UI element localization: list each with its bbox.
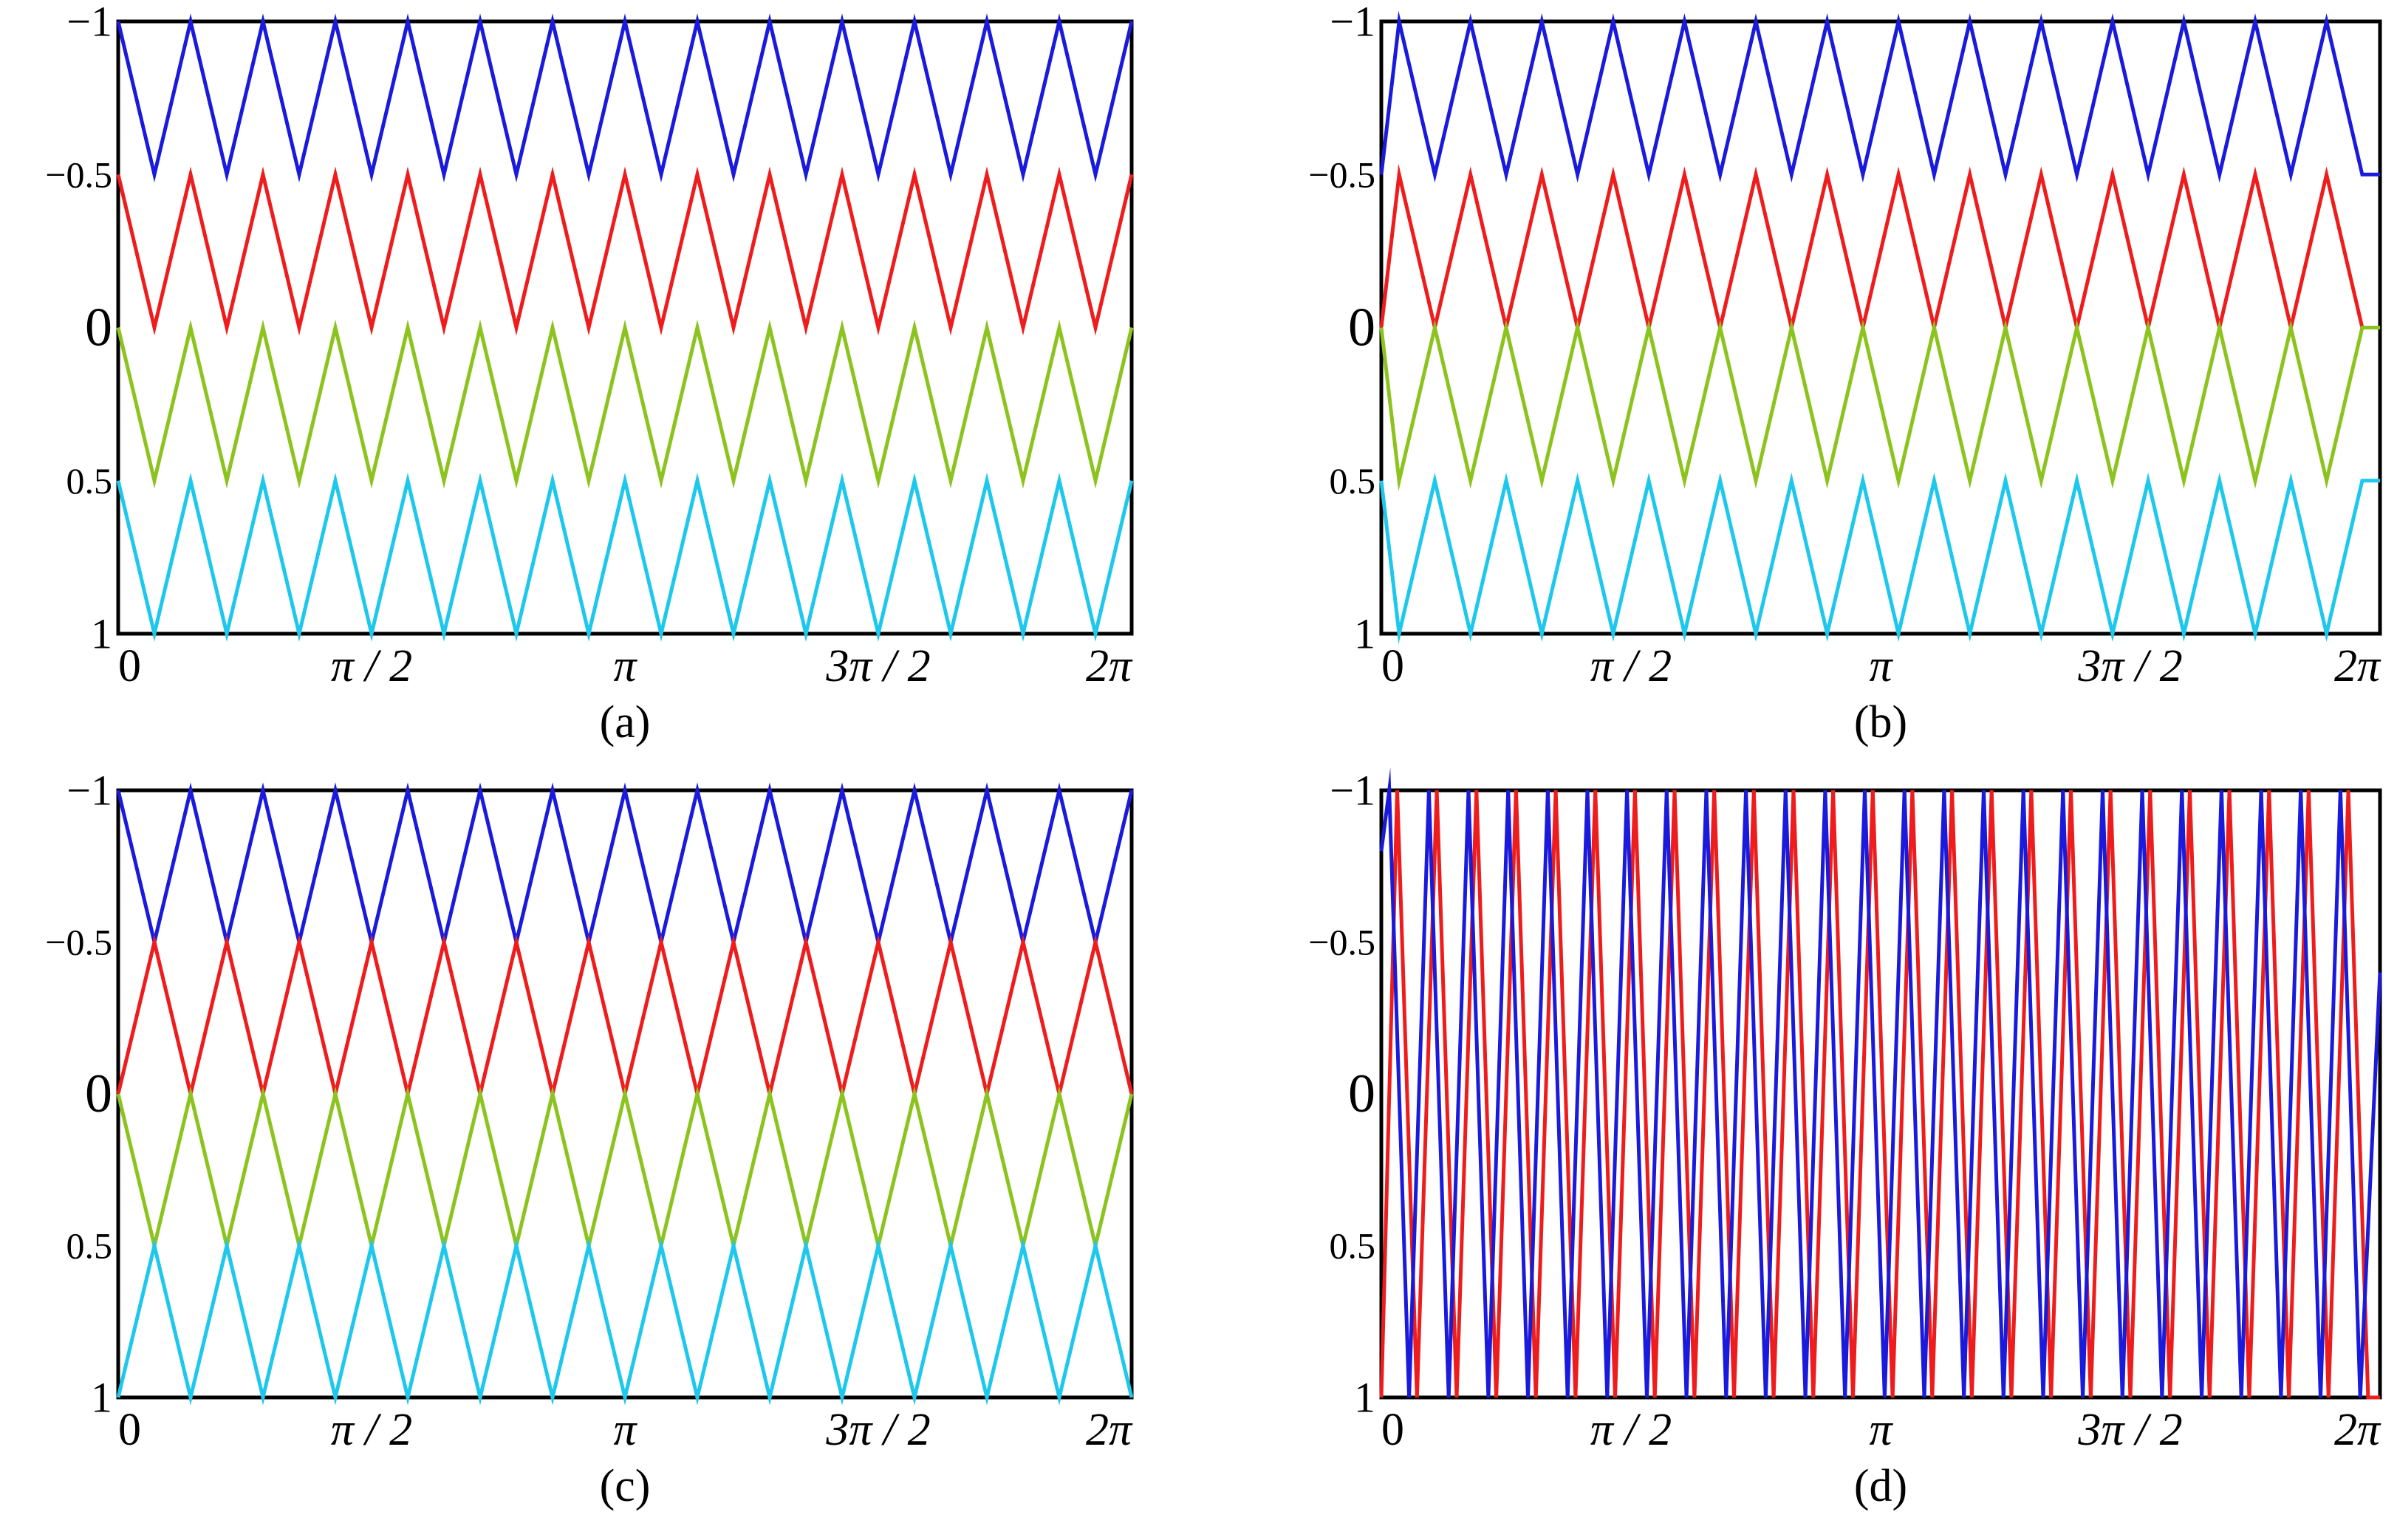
panel-a: −1−0.500.510 π / 2 π 3π / 2 2π(a): [45, 0, 1134, 747]
series-line-4: [1379, 472, 2380, 645]
y-tick-label: −1: [1330, 0, 1375, 46]
series-line-2: [1379, 767, 2382, 1398]
plot-frame: [1379, 788, 2382, 1400]
y-tick-label: −1: [66, 0, 112, 46]
series-line-4: [116, 1237, 1134, 1406]
series-line-2: [1379, 163, 2380, 336]
y-tick-label: 1: [91, 610, 112, 658]
series-line-1: [1379, 10, 2380, 183]
x-tick-label: 2π: [1086, 1405, 1133, 1455]
x-tick-label: π / 2: [1590, 1405, 1672, 1455]
y-tick-label: 0.5: [66, 1225, 113, 1267]
y-tick-label: −0.5: [45, 154, 112, 195]
panel-c: −1−0.500.510 π / 2 π 3π / 2 2π(c): [45, 767, 1134, 1511]
panel-caption: (c): [600, 1461, 651, 1511]
series-line-3: [116, 1086, 1134, 1254]
y-tick-label: 1: [1354, 1374, 1375, 1422]
x-tick-label: π: [613, 641, 637, 691]
x-tick-label: 0: [1381, 1405, 1404, 1455]
panel-b: −1−0.500.510 π / 2 π 3π / 2 2π(b): [1308, 0, 2382, 747]
y-tick-label: 0.5: [1330, 460, 1376, 502]
y-tick-label: 1: [91, 1374, 112, 1422]
series-line-2: [116, 166, 1134, 336]
x-tick-label: 3π / 2: [825, 641, 930, 691]
x-tick-label: π: [1869, 641, 1893, 691]
y-tick-label: −1: [66, 767, 112, 815]
panel-caption: (b): [1854, 697, 1907, 747]
x-tick-label: 2π: [1086, 641, 1133, 691]
panel-d: −1−0.500.510 π / 2 π 3π / 2 2π(d): [1308, 767, 2382, 1511]
x-tick-label: 3π / 2: [825, 1405, 930, 1455]
y-tick-label: −1: [1330, 767, 1375, 815]
x-tick-label: 0: [1381, 641, 1404, 691]
series-line-1: [116, 782, 1134, 951]
series-line-4: [116, 472, 1134, 642]
y-tick-label: −0.5: [45, 922, 112, 963]
y-tick-label: 0: [1348, 298, 1375, 358]
y-tick-label: −0.5: [1308, 154, 1375, 195]
x-tick-label: π / 2: [331, 1405, 412, 1455]
y-tick-label: 0: [85, 1064, 112, 1124]
y-tick-label: 0: [1348, 1064, 1375, 1124]
x-tick-label: π: [613, 1405, 637, 1455]
x-tick-label: π / 2: [331, 641, 412, 691]
panel-caption: (a): [600, 697, 651, 747]
y-tick-label: −0.5: [1308, 922, 1375, 963]
series-line-3: [1379, 319, 2380, 492]
series-line-1: [116, 13, 1134, 183]
x-tick-label: π / 2: [1590, 641, 1672, 691]
x-tick-label: 3π / 2: [2077, 1405, 2182, 1455]
series-line-1: [1379, 790, 2380, 1400]
x-tick-label: 3π / 2: [2077, 641, 2182, 691]
series-line-2: [116, 934, 1134, 1102]
y-tick-label: 1: [1354, 610, 1375, 658]
x-tick-label: 0: [118, 641, 141, 691]
y-tick-label: 0.5: [66, 460, 113, 502]
y-tick-label: 0: [85, 298, 112, 358]
x-tick-label: 0: [118, 1405, 141, 1455]
panel-caption: (d): [1854, 1461, 1907, 1511]
series-line-3: [116, 319, 1134, 489]
x-tick-label: π: [1869, 1405, 1893, 1455]
x-tick-label: 2π: [2334, 1405, 2381, 1455]
x-tick-label: 2π: [2334, 641, 2381, 691]
plot-frame: [1379, 19, 2382, 636]
y-tick-label: 0.5: [1330, 1225, 1376, 1267]
